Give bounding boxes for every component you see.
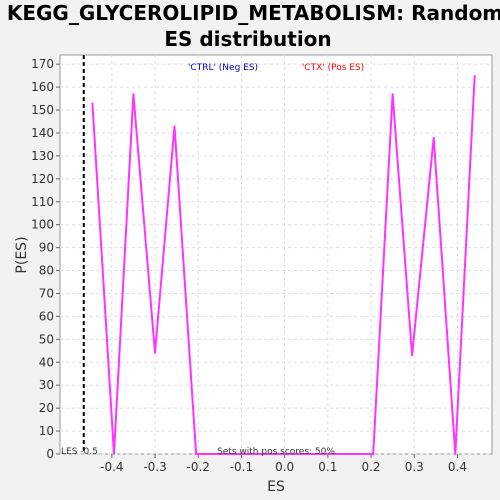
x-tick-label: 0.3 bbox=[405, 460, 424, 474]
y-tick-label: 0 bbox=[46, 447, 54, 461]
data-point bbox=[372, 453, 375, 455]
y-tick-label: 10 bbox=[39, 424, 54, 438]
series-line bbox=[91, 75, 476, 455]
y-tick-label: 120 bbox=[31, 172, 54, 186]
grid bbox=[60, 55, 492, 455]
y-tick-label: 30 bbox=[39, 378, 54, 392]
y-axis: 0 10 20 30 40 50 60 70 80 90 100 110 120 130 140 150 160… bbox=[31, 57, 60, 461]
y-tick-label: 20 bbox=[39, 401, 54, 415]
x-tick-label: 0.1 bbox=[318, 460, 337, 474]
data-point bbox=[132, 93, 135, 95]
y-tick-label: 40 bbox=[39, 355, 54, 369]
y-tick-label: 100 bbox=[31, 218, 54, 232]
x-tick-label: -0.4 bbox=[100, 460, 123, 474]
x-tick-label: 0.2 bbox=[361, 460, 380, 474]
data-point bbox=[154, 352, 156, 354]
y-tick-label: 80 bbox=[39, 264, 54, 278]
y-tick-label: 110 bbox=[31, 195, 54, 209]
data-point bbox=[432, 136, 435, 139]
y-tick-label: 70 bbox=[39, 286, 54, 300]
y-tick-label: 50 bbox=[39, 332, 54, 346]
x-axis: -0.4 -0.3 -0.2 -0.1 0.0 0.1 0.2 0.3 0.4 bbox=[100, 454, 467, 474]
legend-ctx: 'CTX' (Pos ES) bbox=[302, 63, 364, 73]
legend-ctrl: 'CTRL' (Neg ES) bbox=[188, 63, 258, 73]
x-tick-label: -0.1 bbox=[230, 460, 253, 474]
les-annotation: LES -0.5 bbox=[61, 447, 98, 457]
sets-annotation: Sets with pos scores: 50% bbox=[217, 447, 335, 457]
chart-title-line1: KEGG_GLYCEROLIPID_METABOLISM: Random bbox=[7, 1, 500, 25]
data-point bbox=[91, 102, 94, 104]
data-point bbox=[113, 453, 115, 455]
y-tick-label: 160 bbox=[31, 80, 54, 94]
data-point bbox=[173, 125, 176, 127]
chart-title-line2: ES distribution bbox=[164, 27, 331, 51]
y-tick-label: 130 bbox=[31, 149, 54, 163]
series-group bbox=[91, 74, 476, 455]
data-point bbox=[411, 354, 413, 357]
data-point bbox=[473, 74, 476, 77]
x-tick-label: -0.3 bbox=[143, 460, 166, 474]
y-tick-label: 90 bbox=[39, 241, 54, 255]
x-tick-label: -0.2 bbox=[187, 460, 210, 474]
x-tick-label: 0.4 bbox=[448, 460, 467, 474]
x-tick-label: 0.0 bbox=[275, 460, 294, 474]
y-tick-label: 140 bbox=[31, 126, 54, 140]
y-axis-label: P(ES) bbox=[14, 236, 30, 273]
data-point bbox=[195, 453, 197, 455]
x-axis-label: ES bbox=[267, 479, 285, 495]
y-tick-label: 170 bbox=[31, 57, 54, 71]
y-tick-label: 150 bbox=[31, 103, 54, 117]
data-point bbox=[391, 93, 394, 95]
data-point bbox=[454, 453, 457, 455]
y-tick-label: 60 bbox=[39, 309, 54, 323]
